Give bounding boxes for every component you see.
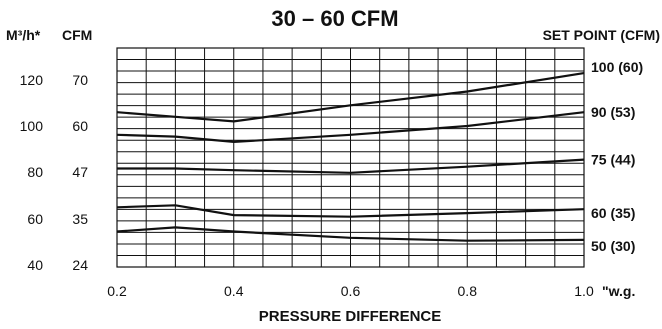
series-label: 75 (44) xyxy=(591,152,635,168)
series-lines xyxy=(116,72,585,242)
series-labels: 100 (60) 90 (53) 75 (44) 60 (35) 50 (30) xyxy=(591,59,643,254)
series-line xyxy=(116,72,585,123)
y-inner-unit-label: CFM xyxy=(62,27,92,43)
y-tick-label-cfm: 35 xyxy=(72,211,88,227)
y-outer-unit-label: M³/h* xyxy=(6,27,41,43)
series-line xyxy=(117,158,585,174)
y-tick-label-m3h: 80 xyxy=(27,164,43,180)
y-tick-label-m3h: 120 xyxy=(20,72,44,88)
y-tick-labels: 70 120 60 100 47 80 35 60 24 40 xyxy=(20,72,89,273)
set-point-header: SET POINT (CFM) xyxy=(543,27,660,43)
chart-title: 30 – 60 CFM xyxy=(271,6,398,31)
y-tick-label-m3h: 60 xyxy=(27,211,43,227)
series-label: 90 (53) xyxy=(591,104,635,120)
grid xyxy=(117,48,584,267)
y-tick-label-cfm: 70 xyxy=(72,72,88,88)
y-tick-label-cfm: 47 xyxy=(72,164,88,180)
series-label: 60 (35) xyxy=(591,205,635,221)
x-axis-label: PRESSURE DIFFERENCE xyxy=(259,308,442,325)
x-tick-label: 0.6 xyxy=(341,283,361,299)
series-label: 100 (60) xyxy=(591,59,643,75)
x-unit-label: "w.g. xyxy=(602,283,635,299)
x-tick-label: 0.2 xyxy=(107,283,127,299)
y-tick-label-m3h: 100 xyxy=(20,118,44,134)
x-tick-labels: 0.2 0.4 0.6 0.8 1.0 xyxy=(107,283,594,299)
x-tick-label: 1.0 xyxy=(574,283,594,299)
series-line xyxy=(116,204,585,218)
y-tick-label-cfm: 60 xyxy=(72,118,88,134)
plot-frame xyxy=(116,47,585,268)
y-tick-label-m3h: 40 xyxy=(27,257,43,273)
y-tick-label-cfm: 24 xyxy=(72,257,88,273)
series-line xyxy=(116,226,585,242)
series-line xyxy=(116,111,585,144)
x-tick-label: 0.4 xyxy=(224,283,244,299)
x-tick-label: 0.8 xyxy=(458,283,478,299)
series-label: 50 (30) xyxy=(591,238,635,254)
